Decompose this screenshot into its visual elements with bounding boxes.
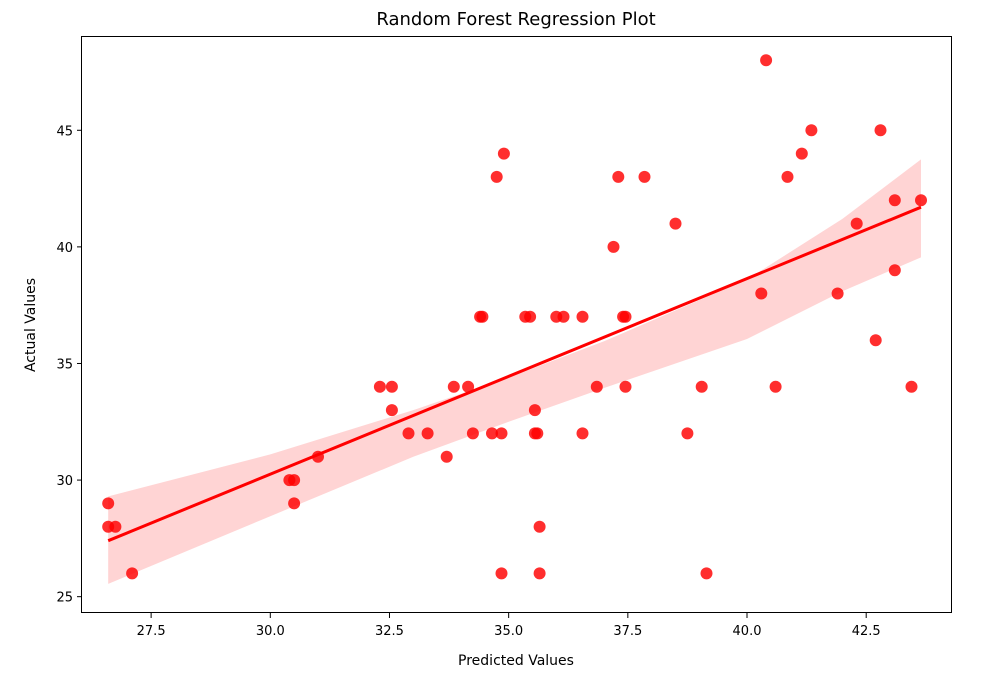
data-point xyxy=(590,380,603,393)
data-point xyxy=(850,217,863,230)
data-point xyxy=(795,147,808,160)
y-tick-label: 40 xyxy=(56,241,73,256)
data-point xyxy=(619,380,632,393)
x-tick-label: 27.5 xyxy=(137,624,166,639)
data-point xyxy=(769,380,782,393)
data-point xyxy=(700,567,713,580)
data-point xyxy=(669,217,682,230)
y-tick-label: 30 xyxy=(56,474,73,489)
data-point xyxy=(915,194,927,207)
data-point xyxy=(495,427,508,440)
data-point xyxy=(373,380,386,393)
data-point xyxy=(557,310,570,323)
data-point xyxy=(497,147,510,160)
data-point xyxy=(531,427,544,440)
data-point xyxy=(612,170,625,183)
chart-title: Random Forest Regression Plot xyxy=(376,9,655,30)
data-point xyxy=(126,567,139,580)
y-tick-label: 25 xyxy=(56,591,73,606)
data-point xyxy=(869,334,882,347)
data-point xyxy=(288,497,301,510)
data-point xyxy=(421,427,434,440)
data-point xyxy=(831,287,844,300)
data-point xyxy=(476,310,489,323)
data-point xyxy=(905,380,918,393)
x-tick-label: 37.5 xyxy=(613,624,642,639)
data-point xyxy=(533,520,546,533)
x-tick-label: 32.5 xyxy=(375,624,404,639)
data-point xyxy=(524,310,537,323)
y-axis-ticks: 25 30 35 40 45 xyxy=(56,124,82,606)
x-tick-label: 35.0 xyxy=(494,624,523,639)
data-point xyxy=(385,404,398,417)
x-axis-ticks: 27.5 30.0 32.5 35.0 37.5 40.0 42.5 xyxy=(137,613,881,639)
y-tick-label: 45 xyxy=(56,124,73,139)
data-point xyxy=(447,380,460,393)
x-tick-label: 42.5 xyxy=(852,624,881,639)
data-point xyxy=(533,567,546,580)
x-tick-label: 40.0 xyxy=(733,624,762,639)
data-point xyxy=(781,170,794,183)
data-point xyxy=(760,54,773,67)
regression-line-layer xyxy=(107,205,922,543)
data-point xyxy=(755,287,768,300)
data-point xyxy=(607,240,620,253)
data-point xyxy=(490,170,503,183)
data-point xyxy=(874,124,887,137)
data-point xyxy=(888,264,901,277)
data-point xyxy=(495,567,508,580)
regression-line xyxy=(107,205,922,543)
data-point xyxy=(109,520,122,533)
data-point xyxy=(681,427,694,440)
data-point xyxy=(576,310,589,323)
data-point xyxy=(462,380,475,393)
data-point xyxy=(888,194,901,207)
data-point xyxy=(805,124,818,137)
data-point xyxy=(402,427,415,440)
x-axis-label: Predicted Values xyxy=(458,653,574,669)
x-tick-label: 30.0 xyxy=(256,624,285,639)
data-point xyxy=(288,474,301,487)
y-axis-label: Actual Values xyxy=(23,278,39,372)
data-point xyxy=(466,427,479,440)
confidence-band-layer xyxy=(108,159,921,584)
data-point xyxy=(619,310,632,323)
confidence-band xyxy=(108,159,921,584)
data-point xyxy=(385,380,398,393)
data-point xyxy=(576,427,589,440)
plot-frame xyxy=(81,36,952,613)
data-point xyxy=(440,450,453,463)
y-tick-label: 35 xyxy=(56,357,73,372)
data-point xyxy=(102,497,115,510)
data-point xyxy=(528,404,541,417)
data-point xyxy=(638,170,651,183)
data-point xyxy=(486,427,498,440)
data-point xyxy=(695,380,708,393)
